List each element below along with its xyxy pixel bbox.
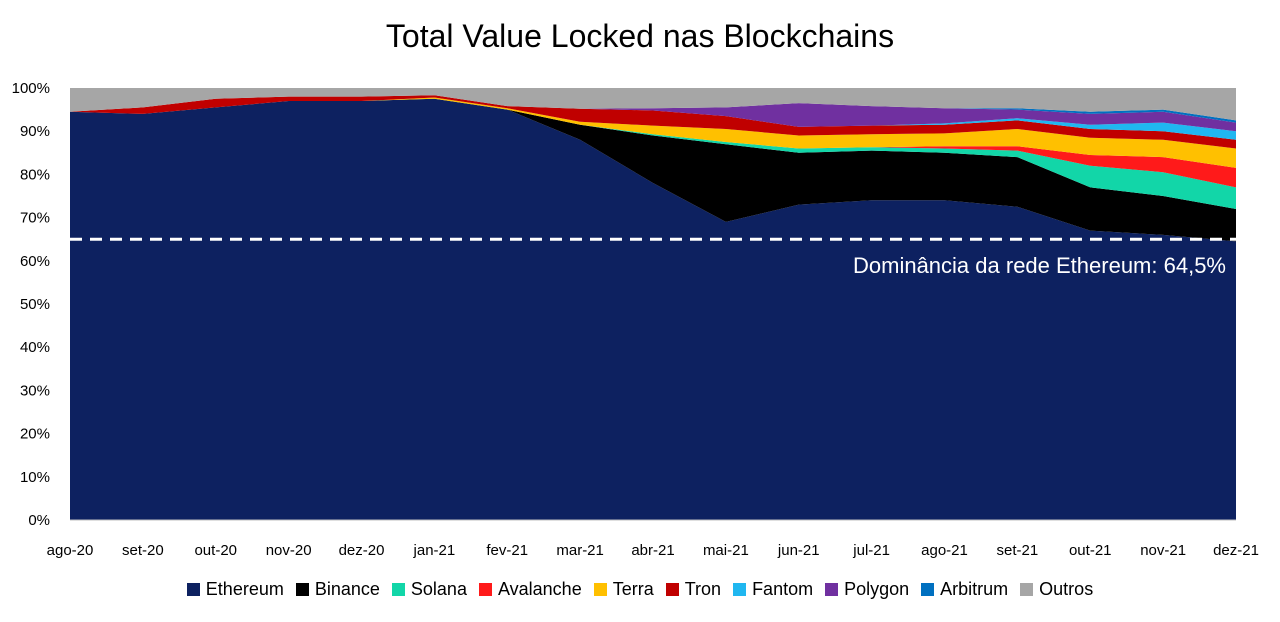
x-tick-label: jan-21	[413, 542, 456, 559]
y-tick-label: 80%	[20, 166, 50, 183]
y-tick-label: 90%	[20, 123, 50, 140]
legend-label: Tron	[684, 578, 722, 599]
dominance-annotation: Dominância da rede Ethereum: 64,5%	[853, 253, 1226, 278]
legend-label: Binance	[314, 578, 380, 599]
legend-item-solana: Solana	[391, 578, 467, 600]
y-tick-label: 40%	[20, 339, 50, 356]
legend-swatch	[391, 582, 405, 596]
legend-swatch	[295, 582, 309, 596]
legend-label: Outros	[1039, 578, 1094, 599]
y-tick-label: 50%	[20, 296, 50, 313]
legend-swatch	[921, 582, 935, 596]
area-tron	[70, 95, 1236, 149]
x-tick-label: jul-21	[852, 542, 890, 559]
legend-label: Avalanche	[497, 578, 582, 599]
x-tick-label: nov-20	[266, 542, 312, 559]
y-tick-label: 20%	[20, 426, 50, 443]
legend-swatch	[825, 582, 839, 596]
x-tick-label: out-20	[194, 542, 237, 559]
x-tick-label: jun-21	[777, 542, 820, 559]
legend-label: Arbitrum	[940, 578, 1009, 599]
legend-item-tron: Tron	[665, 578, 722, 600]
legend-swatch	[593, 582, 607, 596]
x-tick-label: dez-21	[1213, 542, 1259, 559]
legend-item-terra: Terra	[593, 578, 654, 600]
y-tick-label: 10%	[20, 469, 50, 486]
legend-item-polygon: Polygon	[825, 579, 909, 600]
area-arbitrum	[70, 95, 1236, 123]
x-tick-label: set-20	[122, 542, 164, 559]
y-tick-label: 100%	[12, 80, 50, 97]
legend-item-ethereum: Ethereum	[186, 578, 284, 600]
y-tick-label: 60%	[20, 253, 50, 270]
legend-swatch	[186, 582, 200, 596]
y-tick-label: 30%	[20, 382, 50, 399]
chart-title: Total Value Locked nas Blockchains	[385, 18, 895, 54]
x-tick-label: nov-21	[1140, 542, 1186, 559]
y-axis-ticks: 0% 10% 20% 30% 40% 50% 60% 70% 80% 90% 100%	[12, 80, 50, 529]
legend: Ethereum Binance Solana Avalanche Terra Tron F…	[0, 578, 1280, 600]
x-tick-label: ago-21	[921, 542, 968, 559]
area-outros	[70, 88, 1236, 121]
stacked-areas	[70, 88, 1236, 521]
x-tick-label: out-21	[1069, 542, 1112, 559]
legend-item-avalanche: Avalanche	[478, 578, 582, 600]
x-axis-ticks: ago-20 set-20 out-20 nov-20 dez-20 jan-21 fev-…	[47, 542, 1259, 559]
x-tick-label: ago-20	[47, 542, 94, 559]
y-tick-label: 0%	[28, 512, 50, 529]
area-polygon	[70, 95, 1236, 132]
legend-label: Fantom	[752, 578, 814, 599]
legend-label: Polygon	[844, 578, 910, 599]
x-tick-label: set-21	[997, 542, 1039, 559]
legend-label: Ethereum	[205, 578, 284, 599]
legend-swatch	[478, 582, 492, 596]
legend-item-binance: Binance	[295, 578, 380, 600]
legend-label: Solana	[410, 578, 467, 599]
legend-item-fantom: Fantom	[733, 579, 813, 600]
y-tick-label: 70%	[20, 210, 50, 227]
legend-swatch	[733, 582, 747, 596]
area-solana	[70, 98, 1236, 209]
legend-item-arbitrum: Arbitrum	[921, 579, 1008, 600]
legend-swatch	[1020, 582, 1034, 596]
area-binance	[70, 98, 1236, 242]
legend-label: Terra	[612, 578, 654, 599]
area-terra	[70, 97, 1236, 168]
x-tick-label: mai-21	[703, 542, 749, 559]
area-ethereum	[70, 98, 1236, 521]
x-tick-label: mar-21	[556, 542, 604, 559]
x-tick-label: fev-21	[486, 542, 528, 559]
x-tick-label: dez-20	[339, 542, 385, 559]
legend-swatch	[665, 582, 679, 596]
x-tick-label: abr-21	[631, 542, 674, 559]
legend-item-outros: Outros	[1020, 579, 1093, 600]
